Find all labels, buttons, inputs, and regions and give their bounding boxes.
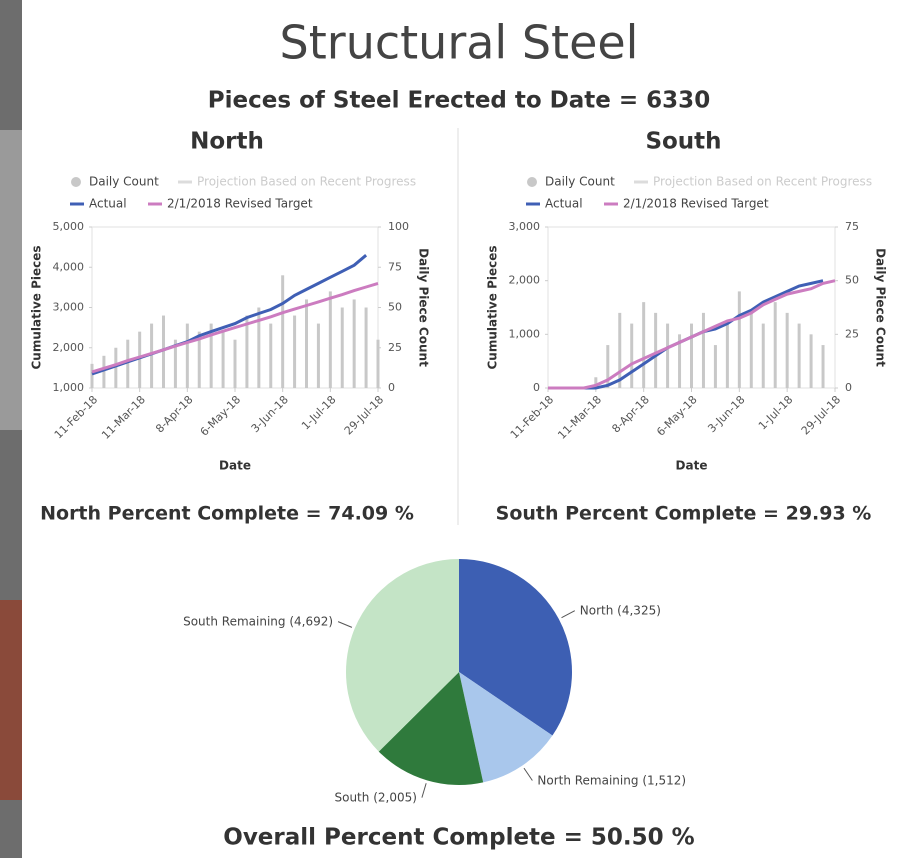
daily-bar <box>293 316 296 388</box>
pie-label: North (4,325) <box>580 603 661 617</box>
daily-bar <box>762 324 765 388</box>
daily-bar <box>269 324 272 388</box>
daily-bar <box>150 324 153 388</box>
y-tick-label: 1,000 <box>509 327 541 340</box>
y2-tick-label: 75 <box>388 260 402 273</box>
pie-label-value: (1,512) <box>642 773 686 787</box>
pie-label-value: (4,692) <box>289 614 333 628</box>
y2-axis-label: Daily Piece Count <box>417 248 431 367</box>
pie-label: South (2,005) <box>334 790 416 804</box>
y-tick-label: 1,000 <box>53 381 85 394</box>
pie-label-name: North <box>580 603 614 617</box>
chart-caption: South Percent Complete = 29.93 % <box>496 503 872 525</box>
daily-bar <box>138 332 141 388</box>
page: Structural Steel Pieces of Steel Erected… <box>0 0 915 862</box>
daily-bar <box>329 291 332 388</box>
daily-bar <box>690 324 693 388</box>
daily-bar <box>702 313 705 388</box>
chart-title: North <box>190 129 264 155</box>
daily-bar <box>750 313 753 388</box>
background-photo-strip <box>0 600 22 800</box>
pie-label-value: (2,005) <box>373 790 417 804</box>
daily-bar <box>245 316 248 388</box>
y2-tick-label: 75 <box>845 220 859 233</box>
daily-bar <box>353 299 356 388</box>
daily-bar <box>618 313 621 388</box>
background-photo-strip <box>0 130 22 430</box>
daily-bar <box>774 302 777 388</box>
daily-bar <box>162 316 165 388</box>
pie-label-name: South Remaining <box>183 614 285 628</box>
daily-bar <box>126 340 129 388</box>
y-tick-label: 2,000 <box>509 274 541 287</box>
pie-label: South Remaining (4,692) <box>183 614 333 628</box>
y-axis-label: Cumulative Pieces <box>30 245 44 369</box>
legend-marker <box>71 177 81 187</box>
x-axis-label: Date <box>219 459 251 473</box>
daily-bar <box>642 302 645 388</box>
y-axis-label: Cumulative Pieces <box>486 245 500 369</box>
dashboard: Structural Steel Pieces of Steel Erected… <box>0 0 915 858</box>
y2-tick-label: 0 <box>388 381 395 394</box>
daily-bar <box>810 334 813 388</box>
legend-label: Projection Based on Recent Progress <box>197 175 416 189</box>
daily-bar <box>102 356 105 388</box>
footer: Overall Percent Complete = 50.50 % <box>223 825 694 851</box>
chart-caption: North Percent Complete = 74.09 % <box>40 503 414 525</box>
daily-bar <box>798 324 801 388</box>
legend-label: Daily Count <box>545 175 615 189</box>
legend-label: Actual <box>545 197 583 211</box>
y2-tick-label: 50 <box>845 274 859 287</box>
y2-tick-label: 25 <box>388 341 402 354</box>
pie-label-name: South <box>334 790 369 804</box>
pie-label: North Remaining (1,512) <box>537 773 686 787</box>
daily-bar <box>222 332 225 388</box>
page-subtitle: Pieces of Steel Erected to Date = 6330 <box>208 88 710 114</box>
y-tick-label: 2,000 <box>53 341 85 354</box>
daily-bar <box>738 291 741 388</box>
daily-bar <box>786 313 789 388</box>
y2-axis-label: Daily Piece Count <box>874 248 888 367</box>
y2-tick-label: 50 <box>388 301 402 314</box>
pie-label-value: (4,325) <box>617 603 661 617</box>
daily-bar <box>630 324 633 388</box>
y-tick-label: 3,000 <box>509 220 541 233</box>
daily-bar <box>186 324 189 388</box>
y2-tick-label: 100 <box>388 220 409 233</box>
daily-bar <box>341 308 344 389</box>
daily-bar <box>822 345 825 388</box>
daily-bar <box>281 275 284 388</box>
daily-bar <box>234 340 237 388</box>
y2-tick-label: 25 <box>845 327 859 340</box>
pie-label-name: North Remaining <box>537 773 638 787</box>
y2-tick-label: 0 <box>845 381 852 394</box>
daily-bar <box>91 364 94 388</box>
legend-label: Daily Count <box>89 175 159 189</box>
y-tick-label: 3,000 <box>53 301 85 314</box>
legend-label: Actual <box>89 197 127 211</box>
legend-label: Projection Based on Recent Progress <box>653 175 872 189</box>
daily-bar <box>377 340 380 388</box>
daily-bar <box>726 324 729 388</box>
daily-bar <box>714 345 717 388</box>
y-tick-label: 4,000 <box>53 260 85 273</box>
daily-bar <box>666 324 669 388</box>
y-tick-label: 5,000 <box>53 220 85 233</box>
daily-bar <box>114 348 117 388</box>
y-tick-label: 0 <box>533 381 540 394</box>
legend-marker <box>527 177 537 187</box>
daily-bar <box>317 324 320 388</box>
x-axis-label: Date <box>676 459 708 473</box>
daily-bar <box>365 308 368 389</box>
chart-title: South <box>645 129 721 155</box>
daily-bar <box>305 299 308 388</box>
legend-label: 2/1/2018 Revised Target <box>623 197 769 211</box>
daily-bar <box>654 313 657 388</box>
page-title: Structural Steel <box>280 16 639 70</box>
legend-label: 2/1/2018 Revised Target <box>167 197 313 211</box>
